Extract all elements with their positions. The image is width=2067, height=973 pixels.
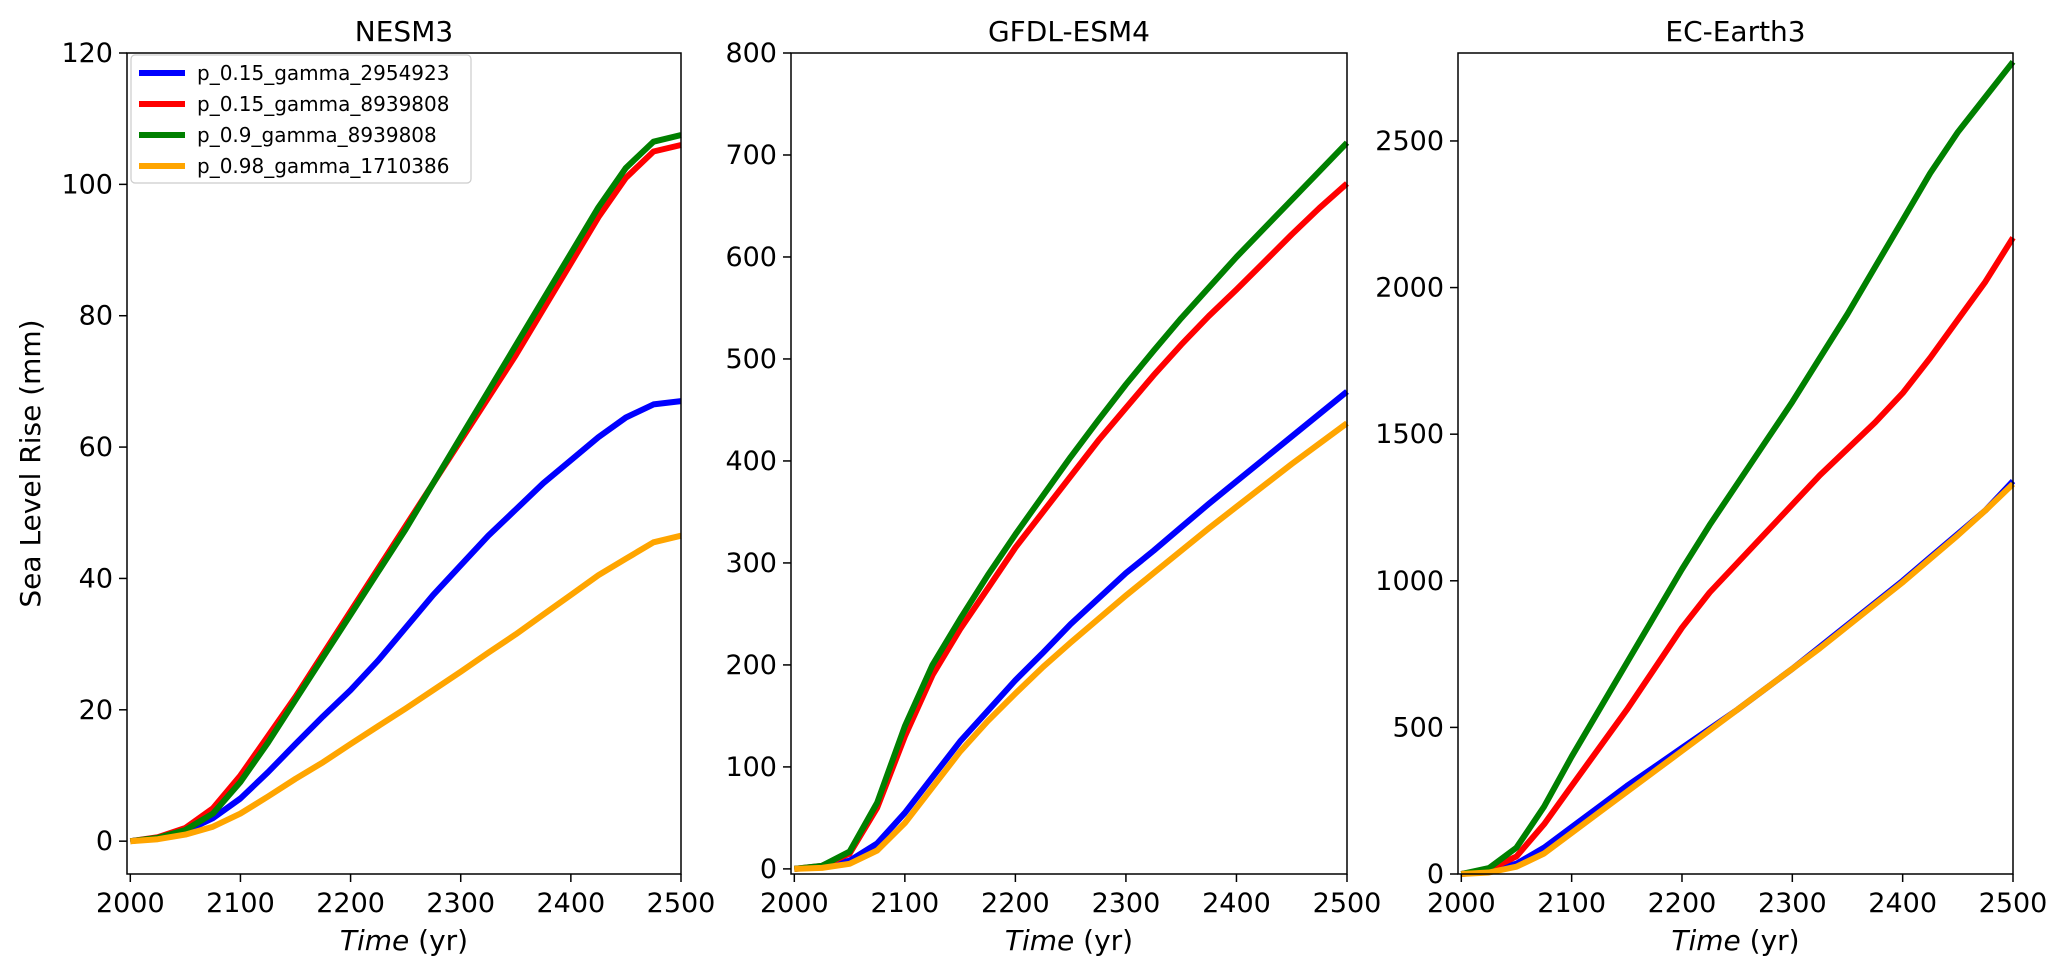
x-tick-label: 2000 xyxy=(760,888,829,919)
x-tick-label: 2300 xyxy=(1758,888,1827,919)
y-tick-label: 2500 xyxy=(1375,126,1444,157)
legend: p_0.15_gamma_2954923 p_0.15_gamma_8939808… xyxy=(130,54,472,184)
plot-frame xyxy=(1457,52,2014,875)
y-tick-label: 400 xyxy=(725,446,777,477)
series-line-1-1 xyxy=(129,398,682,845)
x-tick-label: 2200 xyxy=(981,888,1050,919)
x-tick-label: 2500 xyxy=(1979,888,2048,919)
x-axis-label: Time (yr) xyxy=(340,924,468,957)
legend-label: p_0.15_gamma_2954923 xyxy=(197,61,449,85)
x-axis-label-unit: (yr) xyxy=(409,924,468,957)
x-tick-label: 2500 xyxy=(1313,888,1382,919)
plot-frame xyxy=(790,52,1348,875)
x-tick-label: 2100 xyxy=(206,888,275,919)
x-axis-label-italic: Time xyxy=(1005,924,1074,957)
chart-panel-3: 2000 2100 2200 2300 2400 2500 0 500 1000 1500 2000… xyxy=(1375,15,2047,957)
x-tick-label: 2400 xyxy=(537,888,606,919)
y-tick-label: 0 xyxy=(96,826,113,857)
x-tick-label: 2100 xyxy=(1537,888,1606,919)
y-tick-label: 100 xyxy=(725,752,777,783)
x-tick-label: 2200 xyxy=(316,888,385,919)
x-axis-label-unit: (yr) xyxy=(1074,924,1133,957)
y-tick-label: 1500 xyxy=(1375,419,1444,450)
series-line-1-4 xyxy=(130,532,682,845)
x-tick-label: 2100 xyxy=(870,888,939,919)
series-line-1-3 xyxy=(129,132,682,845)
x-axis-label-italic: Time xyxy=(1671,924,1740,957)
y-tick-label: 40 xyxy=(79,563,113,594)
series-line-3-4 xyxy=(1461,481,2016,877)
legend-box xyxy=(130,54,472,184)
x-tick-label: 2300 xyxy=(426,888,495,919)
x-tick-label: 2500 xyxy=(647,888,716,919)
y-tick-label: 1000 xyxy=(1375,566,1444,597)
series-line-3-3 xyxy=(1460,59,2016,877)
chart-panel-2: 2000 2100 2200 2300 2400 2500 0 100 200 300 400 500… xyxy=(725,15,1381,957)
y-tick-label: 20 xyxy=(79,695,113,726)
x-axis-label-unit: (yr) xyxy=(1741,924,1800,957)
x-tick-label: 2300 xyxy=(1092,888,1161,919)
y-tick-label: 80 xyxy=(79,301,113,332)
x-tick-label: 2400 xyxy=(1868,888,1937,919)
series-line-1-2 xyxy=(129,142,682,845)
y-tick-label: 0 xyxy=(1427,859,1444,890)
series-line-2-3 xyxy=(793,140,1350,872)
x-tick-label: 2000 xyxy=(1427,888,1496,919)
y-axis-label: Sea Level Rise (mm) xyxy=(14,319,47,607)
chart-title: EC-Earth3 xyxy=(1665,15,1805,48)
series-line-2-4 xyxy=(794,420,1349,872)
x-axis-label: Time (yr) xyxy=(1671,924,1799,957)
y-tick-label: 300 xyxy=(725,548,777,579)
y-tick-label: 500 xyxy=(1392,712,1444,743)
y-tick-label: 600 xyxy=(725,242,777,273)
y-tick-label: 0 xyxy=(760,854,777,885)
legend-label: p_0.9_gamma_8939808 xyxy=(197,123,437,147)
chart-title: GFDL-ESM4 xyxy=(988,15,1150,48)
series-line-3-2 xyxy=(1460,236,2016,877)
series-line-3-1 xyxy=(1460,479,2016,877)
x-axis-label-italic: Time xyxy=(340,924,409,957)
y-tick-label: 500 xyxy=(725,344,777,375)
y-tick-label: 2000 xyxy=(1375,273,1444,304)
series-line-2-2 xyxy=(793,181,1349,872)
legend-label: p_0.98_gamma_1710386 xyxy=(197,154,449,178)
plot-frame xyxy=(126,52,682,875)
x-tick-label: 2000 xyxy=(96,888,165,919)
y-tick-label: 200 xyxy=(725,650,777,681)
legend-label: p_0.15_gamma_8939808 xyxy=(197,92,449,116)
y-tick-label: 60 xyxy=(79,432,113,463)
y-tick-label: 800 xyxy=(725,38,777,69)
y-tick-label: 120 xyxy=(61,38,113,69)
x-tick-label: 2400 xyxy=(1202,888,1271,919)
y-tick-label: 700 xyxy=(725,140,777,171)
chart-panel-1: 2000 2100 2200 2300 2400 2500 0 20 40 60 80 100 120 N… xyxy=(14,15,715,957)
chart-title: NESM3 xyxy=(355,15,453,48)
series-line-2-1 xyxy=(794,389,1349,872)
x-axis-label: Time (yr) xyxy=(1005,924,1133,957)
x-tick-label: 2200 xyxy=(1648,888,1717,919)
y-tick-label: 100 xyxy=(61,169,113,200)
